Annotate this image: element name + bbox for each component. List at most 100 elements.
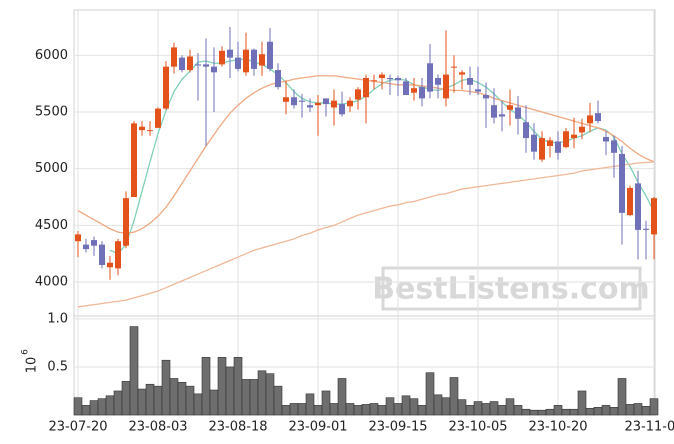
- volume-bar: [513, 405, 523, 416]
- volume-bar: [505, 398, 515, 416]
- volume-unit-base: 10: [25, 357, 40, 374]
- candle-body: [595, 113, 601, 122]
- x-tick-label: 23-10-20: [528, 420, 587, 435]
- candle-body: [163, 66, 169, 109]
- volume-bar: [561, 408, 571, 416]
- candle-body: [83, 244, 89, 250]
- volume-bar: [97, 398, 107, 416]
- volume-bar: [121, 381, 131, 416]
- candle-body: [411, 88, 417, 93]
- x-tick-label: 23-08-03: [128, 420, 187, 435]
- candle-body: [267, 41, 273, 69]
- volume-bar: [593, 407, 603, 416]
- x-tick-label: 23-11-03: [624, 420, 674, 435]
- candle-body: [147, 130, 153, 132]
- volume-bar: [585, 407, 595, 416]
- candle-body: [651, 198, 657, 235]
- volume-bar: [529, 409, 539, 416]
- candle-body: [451, 66, 457, 68]
- volume-bar: [105, 395, 115, 416]
- volume-bar: [601, 405, 611, 416]
- candle-body: [99, 244, 105, 265]
- x-tick-label: 23-10-05: [448, 420, 507, 435]
- candle-body: [259, 54, 265, 66]
- volume-bar: [73, 397, 83, 416]
- volume-bar: [425, 372, 435, 416]
- volume-bar: [369, 403, 379, 416]
- volume-bar: [481, 403, 491, 416]
- candle-body: [571, 134, 577, 139]
- volume-bar: [361, 404, 371, 416]
- y-tick-label: 5500: [35, 105, 68, 120]
- y-tick-label: 6000: [35, 48, 68, 63]
- candle-body: [587, 115, 593, 124]
- candle-body: [195, 64, 201, 66]
- candle-body: [507, 105, 513, 110]
- volume-bar: [305, 393, 315, 416]
- volume-bar: [441, 397, 451, 416]
- volume-bar: [433, 394, 443, 416]
- volume-bar: [633, 403, 643, 416]
- volume-bar: [225, 366, 235, 416]
- volume-bar: [417, 405, 427, 416]
- candle-body: [307, 105, 313, 108]
- candle-body: [515, 107, 521, 119]
- candle-body: [483, 95, 489, 99]
- candle-body: [179, 57, 185, 71]
- volume-bar: [265, 373, 275, 416]
- y-tick-label: 0.5: [47, 359, 68, 374]
- volume-bar: [281, 405, 291, 416]
- candle-body: [643, 228, 649, 230]
- candle-body: [347, 100, 353, 107]
- volume-bar: [217, 357, 227, 416]
- candle-body: [219, 50, 225, 65]
- candle-body: [227, 49, 233, 58]
- candle-body: [371, 80, 377, 82]
- candle-body: [139, 126, 145, 131]
- volume-bar: [649, 398, 659, 416]
- volume-bar: [641, 406, 651, 416]
- volume-bar: [537, 409, 547, 416]
- candle-body: [283, 97, 289, 102]
- volume-bar: [297, 403, 307, 416]
- volume-bar: [177, 382, 187, 416]
- candle-body: [579, 126, 585, 133]
- volume-bar: [521, 408, 531, 416]
- x-tick-label: 23-07-20: [48, 420, 107, 435]
- candle-body: [155, 108, 161, 128]
- volume-bar: [233, 357, 243, 416]
- volume-bar: [169, 378, 179, 416]
- candle-body: [499, 114, 505, 117]
- volume-bar: [113, 390, 123, 416]
- volume-bar: [617, 378, 627, 416]
- volume-bar: [209, 389, 219, 416]
- volume-bar: [289, 403, 299, 416]
- candle-body: [379, 74, 385, 78]
- candle-body: [299, 100, 305, 102]
- candle-body: [547, 140, 553, 146]
- volume-bar: [409, 398, 419, 416]
- y-tick-label: 4000: [35, 275, 68, 290]
- candle-body: [563, 131, 569, 148]
- candle-body: [491, 105, 497, 118]
- y-tick-label: 4500: [35, 218, 68, 233]
- candle-body: [427, 63, 433, 92]
- candle-body: [435, 78, 441, 85]
- volume-bar: [153, 385, 163, 416]
- candle-body: [275, 70, 281, 88]
- candle-body: [467, 78, 473, 85]
- x-tick-label: 23-09-01: [288, 420, 347, 435]
- candle-body: [603, 136, 609, 142]
- volume-bar: [465, 405, 475, 416]
- candle-body: [619, 153, 625, 213]
- candle-body: [331, 100, 337, 108]
- volume-bar: [185, 385, 195, 416]
- candle-body: [211, 66, 217, 73]
- candle-body: [635, 183, 641, 230]
- volume-bar: [161, 359, 171, 416]
- y-tick-label: 5000: [35, 161, 68, 176]
- candle-body: [171, 47, 177, 67]
- volume-bar: [473, 401, 483, 416]
- volume-bar: [257, 370, 267, 416]
